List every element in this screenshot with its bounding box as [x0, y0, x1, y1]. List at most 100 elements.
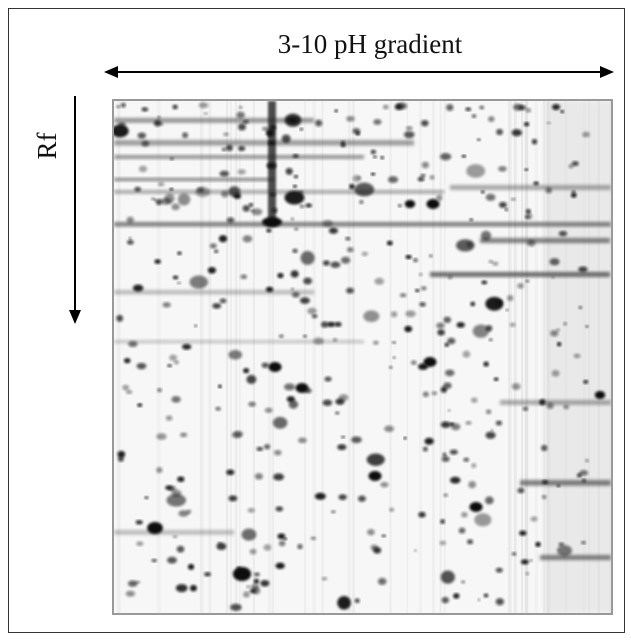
spot — [447, 337, 456, 345]
band — [114, 190, 444, 194]
spot — [118, 122, 126, 127]
spot — [359, 199, 364, 205]
lane — [156, 101, 161, 613]
spot — [198, 102, 209, 109]
spot — [338, 494, 347, 501]
spot — [265, 129, 275, 137]
spot — [303, 277, 313, 285]
spot — [266, 162, 277, 169]
spot — [493, 377, 499, 381]
spot — [261, 362, 269, 369]
spot — [399, 293, 407, 298]
spot — [594, 391, 606, 399]
spot — [291, 287, 295, 291]
spot — [518, 105, 527, 111]
lane — [389, 101, 392, 613]
spot — [335, 398, 345, 405]
spot — [556, 484, 560, 488]
spot — [302, 334, 307, 338]
spot — [151, 558, 157, 563]
spot — [156, 467, 163, 474]
spot — [542, 480, 549, 485]
spot — [172, 275, 179, 280]
spot — [582, 131, 590, 138]
spot — [285, 167, 293, 175]
spot — [390, 311, 398, 318]
spot — [125, 590, 136, 597]
lane — [524, 101, 529, 613]
lane — [267, 101, 272, 613]
spot — [431, 391, 438, 396]
spot — [578, 305, 583, 309]
spot — [230, 603, 242, 611]
spot — [380, 481, 389, 488]
spot — [485, 409, 492, 415]
lane — [303, 101, 307, 613]
spot — [154, 259, 161, 264]
spot — [248, 401, 256, 407]
spot — [189, 584, 197, 592]
spot — [495, 420, 503, 426]
spot — [246, 374, 257, 385]
spot — [263, 444, 271, 450]
spot — [270, 124, 276, 131]
spot — [357, 495, 366, 502]
spot — [171, 395, 181, 403]
spot — [394, 103, 403, 111]
spot — [242, 591, 250, 598]
spot — [264, 407, 273, 413]
spot — [253, 572, 260, 577]
spot — [419, 301, 426, 307]
spot — [233, 430, 244, 438]
spot — [253, 578, 260, 585]
spot — [207, 266, 217, 274]
spot — [247, 507, 255, 513]
spot — [440, 519, 445, 524]
spot — [249, 548, 257, 555]
lane — [431, 101, 435, 613]
spot — [423, 357, 437, 367]
spot — [483, 361, 489, 367]
spot — [492, 261, 499, 266]
spot — [495, 567, 503, 573]
band — [520, 480, 611, 486]
spot — [290, 270, 299, 278]
spot — [481, 280, 488, 285]
spot — [461, 154, 467, 158]
spot — [299, 297, 310, 304]
spot — [405, 126, 413, 131]
band — [114, 340, 364, 344]
spot — [462, 350, 471, 358]
spot — [558, 230, 568, 237]
spot — [404, 200, 416, 208]
spot — [511, 552, 517, 556]
spot — [466, 164, 486, 178]
spot — [546, 121, 551, 125]
spot — [551, 369, 560, 377]
spot — [413, 549, 417, 552]
spot — [221, 190, 229, 198]
spot — [507, 295, 514, 302]
spot — [335, 411, 340, 415]
spot — [456, 322, 465, 328]
spot — [242, 235, 253, 243]
spot — [417, 176, 425, 182]
spot — [458, 527, 466, 534]
spot — [243, 368, 250, 374]
spot — [293, 174, 299, 179]
lane — [271, 101, 275, 613]
spot — [443, 382, 452, 389]
spot — [440, 421, 451, 428]
spot — [583, 379, 589, 384]
spot — [498, 201, 507, 208]
spot — [256, 446, 264, 452]
spot — [123, 358, 131, 364]
spot — [153, 120, 162, 127]
spot — [483, 593, 489, 598]
spot — [480, 230, 492, 241]
spot — [571, 190, 576, 193]
spot — [120, 102, 126, 108]
spot — [135, 519, 143, 525]
spot — [525, 208, 531, 215]
spot — [386, 240, 393, 246]
